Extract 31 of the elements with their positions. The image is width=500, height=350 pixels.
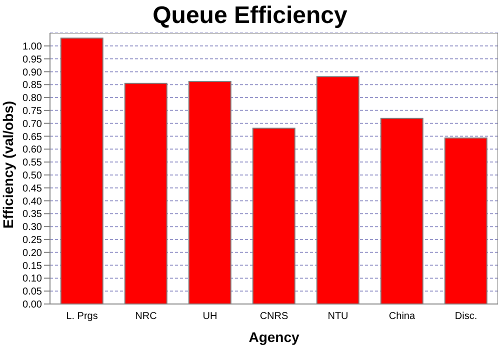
x-axis-title: Agency	[248, 329, 300, 345]
y-tick-label: 0.65	[22, 132, 42, 143]
y-tick-label: 0.95	[22, 54, 42, 66]
y-tick-label: 0.05	[22, 286, 42, 298]
chart-title: Queue Efficiency	[152, 2, 348, 30]
x-tick-label: NTU	[328, 311, 348, 322]
x-tick-label: CNRS	[260, 311, 288, 322]
y-tick-label: 0.45	[22, 183, 42, 194]
y-tick-label: 0.85	[22, 80, 42, 92]
y-tick-label: 0.30	[22, 222, 42, 234]
y-axis-title: Efficiency (val/obs)	[0, 100, 16, 228]
y-tick-label: 0.10	[22, 274, 42, 285]
x-tick-label: L. Prgs	[66, 311, 98, 322]
y-tick-label: 0.25	[22, 235, 42, 246]
y-tick-label: 0.40	[22, 196, 42, 208]
y-tick-label: 0.15	[22, 260, 42, 272]
y-tick-label: 0.90	[22, 67, 42, 78]
y-tick-label: 0.75	[22, 106, 42, 117]
y-tick-label: 0.60	[22, 144, 42, 156]
y-tick-label: 0.50	[22, 170, 42, 182]
y-tick-label: 0.55	[22, 158, 42, 169]
x-tick-label: UH	[202, 311, 218, 322]
x-tick-label: China	[388, 311, 416, 322]
x-tick-label: Disc.	[454, 311, 478, 322]
y-tick-label: 0.35	[22, 209, 42, 220]
y-tick-label: 0.70	[22, 118, 42, 130]
y-tick-label: 0.80	[22, 93, 42, 104]
y-tick-label: 1.00	[22, 41, 42, 52]
x-tick-label: NRC	[135, 311, 157, 322]
y-tick-label: 0.00	[22, 300, 42, 311]
y-tick-label: 0.20	[22, 248, 42, 259]
